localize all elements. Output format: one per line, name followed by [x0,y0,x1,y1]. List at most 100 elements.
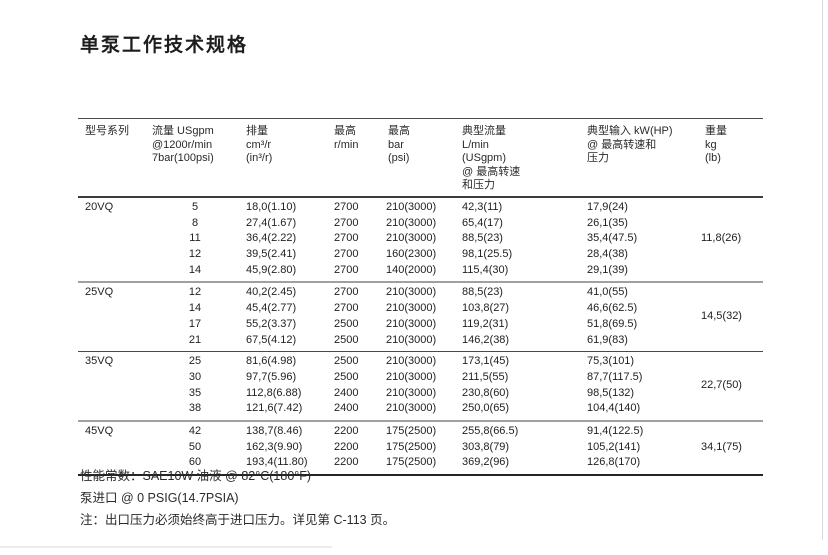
typical-flow-value: 146,2(38) [462,333,510,346]
typical-input-value: 75,3(101) [587,355,635,368]
displacement-value: 18,0(1.10) [246,201,297,213]
typical-input-value: 126,8(170) [587,456,641,469]
column-header-line: 最高 [334,125,356,137]
max-speed-value: 2400 [334,386,359,399]
typical-flow-value: 88,5(23) [462,232,503,245]
weight-value: 11,8(26) [701,232,742,245]
typical-flow-value: 255,8(66.5) [462,424,519,437]
page-edge-bottom [0,546,332,548]
displacement-value: 67,5(4.12) [246,333,297,346]
column-header-line: r/min [334,138,359,151]
model-series-label: 25VQ [85,286,114,299]
note-performance-constants: 性能常数：SAE10W 油液 @ 82°C(180°F) [80,469,312,483]
flow-value: 11 [189,232,201,245]
displacement-value: 39,5(2.41) [246,248,297,261]
typical-flow-value: 369,2(96) [462,456,510,469]
flow-value: 42 [188,424,202,437]
spec-table: 型号系列 流量 USgpm @1200r/min 7bar(100psi) 排量 cm³/… [78,118,763,476]
weight-value: 14,5(32) [701,309,742,322]
column-header-line: (USgpm) [462,152,507,164]
typical-input-value: 17,9(24) [587,201,628,213]
displacement-value: 121,6(7.42) [246,402,303,415]
max-speed-value: 2200 [334,424,359,437]
max-speed-value: 2200 [334,456,359,469]
column-header-line: 压力 [587,152,609,164]
typical-input-value: 51,8(69.5) [587,317,638,330]
page-title: 单泵工作技术规格 [80,35,249,56]
typical-flow-value: 103,8(27) [462,302,510,315]
typical-input-value: 35,4(47.5) [587,232,638,245]
max-speed-value: 2500 [334,317,359,330]
displacement-value: 45,9(2.80) [246,263,297,276]
notes-section: 性能常数：SAE10W 油液 @ 82°C(180°F) 泵进口 @ 0 PSI… [80,465,395,531]
typical-flow-value: 115,4(30) [462,263,509,276]
max-pressure-value: 210(3000) [386,386,437,399]
typical-input-value: 91,4(122.5) [587,424,644,437]
max-pressure-value: 210(3000) [386,216,437,229]
typical-input-value: 104,4(140) [587,402,641,415]
max-speed-value: 2500 [334,333,359,346]
max-pressure-value: 160(2300) [386,248,437,261]
typical-input-value: 98,5(132) [587,386,635,399]
max-speed-value: 2200 [334,440,359,453]
max-pressure-value: 210(3000) [386,402,437,415]
column-header-line: 流量 USgpm [152,125,214,137]
flow-value: 17 [188,317,202,330]
max-pressure-value: 210(3000) [386,355,437,368]
max-speed-value: 2700 [334,263,359,276]
flow-value: 8 [191,216,199,229]
page-edge-right [822,0,823,540]
displacement-value: 45,4(2.77) [246,302,297,315]
typical-input-value: 26,1(35) [587,216,628,229]
typical-flow-value: 98,1(25.5) [462,248,513,261]
displacement-value: 55,2(3.37) [246,317,297,330]
column-header-line: L/min [462,138,489,151]
column-header-line: 典型流量 [462,125,506,137]
column-header-line: cm³/r [246,138,272,151]
column-header-line: (psi) [388,152,410,164]
flow-value: 12 [188,248,202,261]
column-header-line: 型号系列 [85,125,129,137]
typical-input-value: 41,0(55) [587,286,628,299]
column-header-line: 典型输入 kW(HP) [587,125,673,137]
column-header-line: 最高 [388,125,410,137]
model-series-label: 20VQ [85,201,114,213]
max-speed-value: 2700 [334,201,359,213]
column-header-max-speed: 最高 r/min [325,125,380,196]
column-header-line: 和压力 [462,179,495,191]
displacement-value: 97,7(5.96) [246,370,297,383]
typical-input-value: 28,4(38) [587,248,628,261]
typical-flow-value: 211,5(55) [462,370,509,383]
flow-value: 21 [188,333,202,346]
max-pressure-value: 175(2500) [386,456,437,469]
model-group-20vq: 20VQ 5 18,0(1.10) 2700 210(3000) 42,3(11) 17,9… [78,198,763,281]
typical-flow-value: 303,8(79) [462,440,510,453]
column-header-line: (lb) [705,152,721,164]
column-header-line: 重量 [705,125,727,137]
displacement-value: 81,6(4.98) [246,355,297,368]
typical-flow-value: 250,0(65) [462,402,510,415]
model-series-label: 45VQ [85,424,114,437]
flow-value: 50 [188,440,202,453]
max-pressure-value: 210(3000) [386,232,437,245]
note-outlet-pressure: 注：出口压力必须始终高于进口压力。详见第 C-113 页。 [80,513,396,527]
column-header-line: @ 最高转速 [462,165,521,178]
max-speed-value: 2500 [334,355,359,368]
displacement-value: 138,7(8.46) [246,424,303,437]
column-header-line: @1200r/min [152,138,213,151]
typical-input-value: 46,6(62.5) [587,302,638,315]
flow-value: 5 [191,201,199,213]
typical-flow-value: 173,1(45) [462,355,510,368]
typical-flow-value: 42,3(11) [462,201,503,213]
max-pressure-value: 210(3000) [386,201,437,213]
note-pump-inlet: 泵进口 @ 0 PSIG(14.7PSIA) [80,491,239,505]
column-header-displacement: 排量 cm³/r (in³/r) [240,125,325,196]
max-pressure-value: 175(2500) [386,440,437,453]
column-header-flow: 流量 USgpm @1200r/min 7bar(100psi) [150,125,240,196]
max-speed-value: 2400 [334,402,359,415]
column-header-line: kg [705,138,717,151]
max-pressure-value: 210(3000) [386,333,437,346]
weight-value: 34,1(75) [701,440,742,453]
max-speed-value: 2700 [334,248,359,261]
max-speed-value: 2700 [334,216,359,229]
